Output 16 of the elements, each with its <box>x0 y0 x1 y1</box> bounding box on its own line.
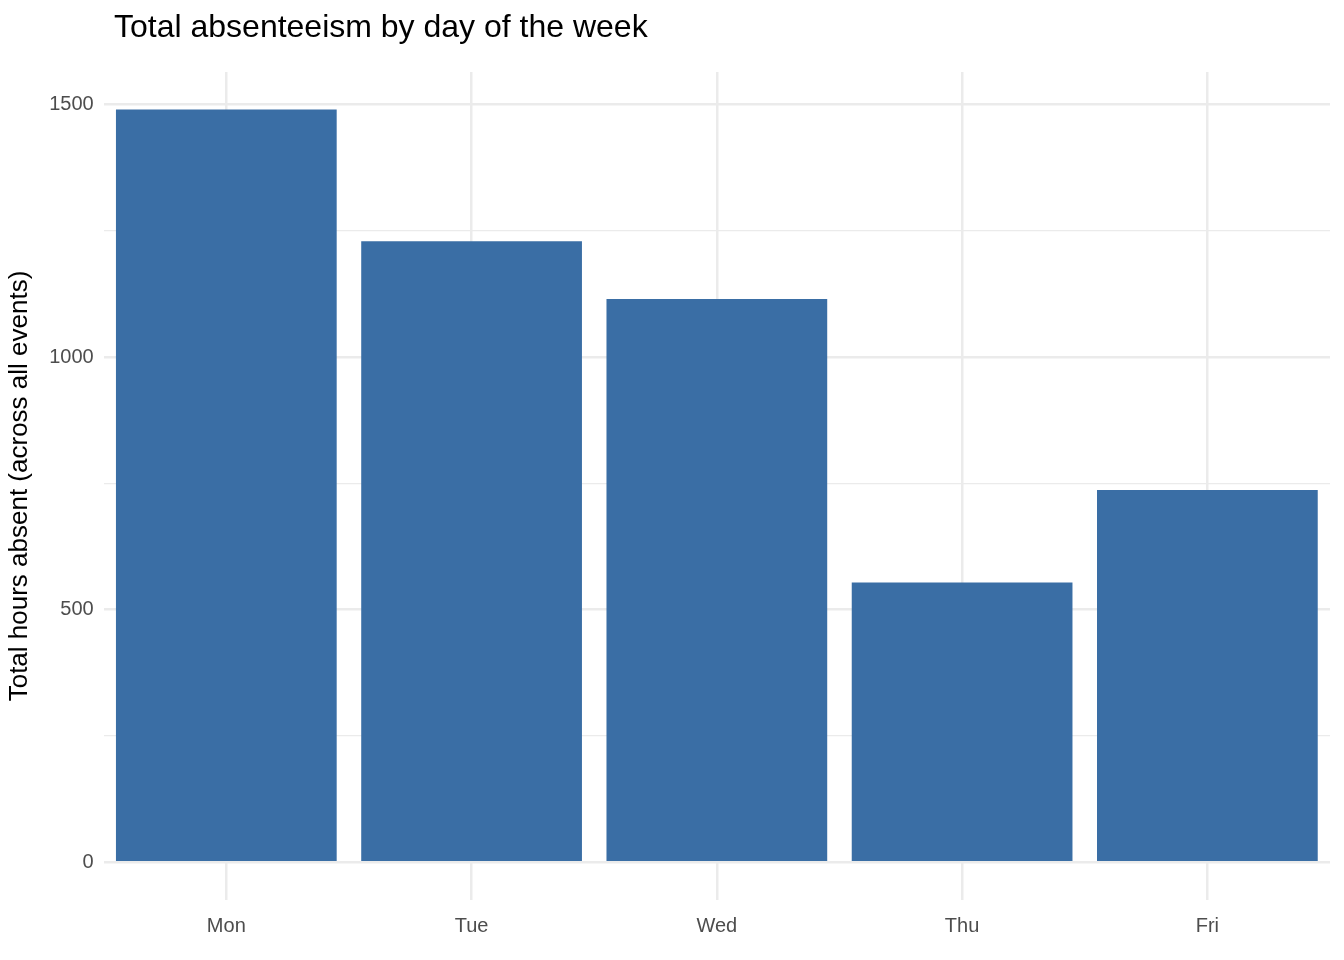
x-tick-label: Fri <box>1195 913 1220 936</box>
bar <box>115 109 337 862</box>
bar <box>606 298 828 862</box>
x-tick-label: Wed <box>696 913 738 936</box>
y-tick-label: 1500 <box>49 91 94 114</box>
y-axis-title: Total hours absent (across all events) <box>2 270 33 702</box>
bar <box>1097 489 1318 862</box>
y-tick-label: 1000 <box>49 344 94 367</box>
x-tick-label: Tue <box>454 913 489 936</box>
chart-title: Total absenteeism by day of the week <box>114 8 648 45</box>
x-tick-label: Mon <box>206 913 246 936</box>
bar <box>851 582 1073 862</box>
bar <box>361 241 582 862</box>
x-tick-label: Thu <box>944 913 980 936</box>
y-tick-label: 0 <box>82 849 94 872</box>
y-tick-label: 500 <box>60 597 94 620</box>
